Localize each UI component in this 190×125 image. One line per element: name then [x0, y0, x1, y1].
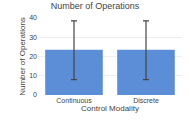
svg-text:Control Modality: Control Modality [81, 104, 139, 113]
svg-text:10: 10 [29, 72, 37, 79]
svg-text:Continuous: Continuous [56, 97, 92, 104]
svg-text:0: 0 [33, 91, 37, 98]
svg-text:30: 30 [29, 34, 37, 41]
svg-text:Number of Operations: Number of Operations [18, 17, 27, 96]
svg-text:Discrete: Discrete [133, 97, 159, 104]
svg-text:20: 20 [29, 53, 37, 60]
svg-text:Number of Operations: Number of Operations [51, 1, 140, 11]
svg-text:40: 40 [29, 14, 37, 21]
